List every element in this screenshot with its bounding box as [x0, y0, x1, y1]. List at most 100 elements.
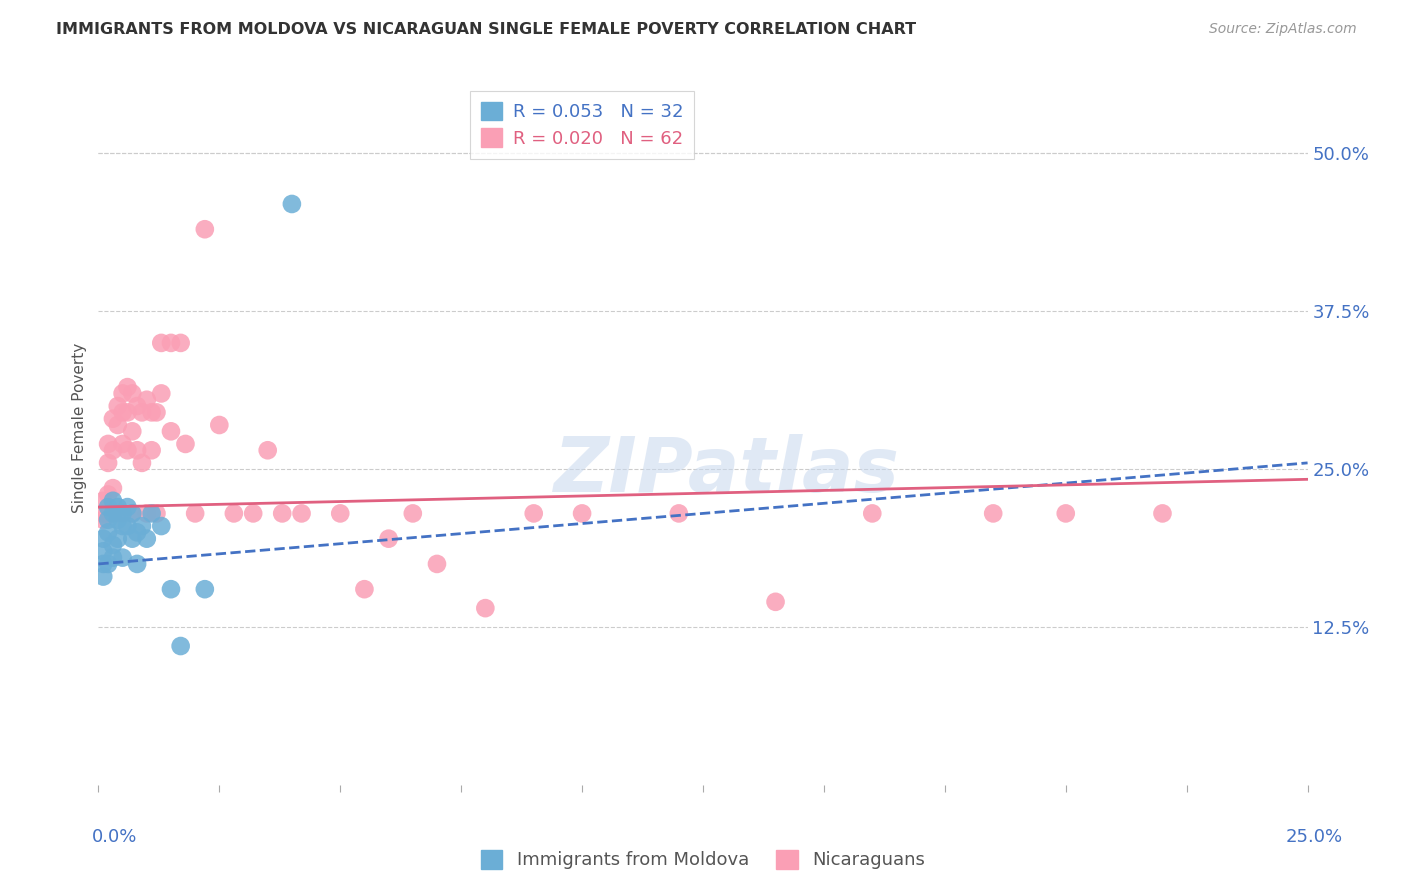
Point [131, 519, 153, 533]
Point [121, 532, 143, 546]
Point [281, 197, 304, 211]
Point [101, 443, 124, 458]
Point [150, 386, 173, 401]
Point [127, 443, 149, 458]
Point [121, 507, 143, 521]
Point [169, 335, 191, 350]
Point [111, 386, 134, 401]
Point [107, 532, 129, 546]
Point [91, 507, 114, 521]
Point [131, 405, 153, 419]
Point [256, 443, 278, 458]
Text: 25.0%: 25.0% [1285, 828, 1343, 846]
Point [97, 507, 120, 521]
Point [111, 507, 134, 521]
Point [101, 550, 124, 565]
Point [111, 550, 134, 565]
Point [194, 222, 217, 236]
Point [141, 443, 163, 458]
Point [127, 525, 149, 540]
Point [523, 507, 546, 521]
Point [97, 437, 120, 451]
Point [668, 507, 690, 521]
Text: 0.0%: 0.0% [91, 828, 136, 846]
Point [107, 399, 129, 413]
Point [208, 417, 231, 432]
Point [474, 601, 496, 615]
Point [111, 519, 134, 533]
Point [127, 399, 149, 413]
Point [101, 481, 124, 495]
Point [402, 507, 425, 521]
Point [1152, 507, 1174, 521]
Point [160, 425, 183, 439]
Point [131, 456, 153, 470]
Point [91, 532, 114, 546]
Point [101, 507, 124, 521]
Point [107, 500, 129, 514]
Point [135, 532, 157, 546]
Text: Source: ZipAtlas.com: Source: ZipAtlas.com [1209, 22, 1357, 37]
Point [329, 507, 352, 521]
Point [290, 507, 312, 521]
Y-axis label: Single Female Poverty: Single Female Poverty [72, 343, 87, 513]
Point [860, 507, 883, 521]
Point [121, 386, 143, 401]
Point [222, 507, 245, 521]
Point [981, 507, 1004, 521]
Point [101, 507, 124, 521]
Point [111, 405, 134, 419]
Point [91, 557, 114, 571]
Text: ZIPatlas: ZIPatlas [554, 434, 900, 508]
Point [194, 582, 217, 597]
Point [169, 639, 191, 653]
Point [160, 335, 183, 350]
Point [765, 595, 787, 609]
Text: IMMIGRANTS FROM MOLDOVA VS NICARAGUAN SINGLE FEMALE POVERTY CORRELATION CHART: IMMIGRANTS FROM MOLDOVA VS NICARAGUAN SI… [56, 22, 917, 37]
Point [426, 557, 449, 571]
Point [141, 405, 163, 419]
Point [101, 411, 124, 425]
Point [121, 507, 143, 521]
Legend: Immigrants from Moldova, Nicaraguans: Immigrants from Moldova, Nicaraguans [472, 841, 934, 879]
Point [174, 437, 197, 451]
Point [91, 569, 114, 583]
Point [145, 507, 167, 521]
Legend: R = 0.053   N = 32, R = 0.020   N = 62: R = 0.053 N = 32, R = 0.020 N = 62 [470, 91, 695, 159]
Point [117, 519, 139, 533]
Point [117, 443, 139, 458]
Point [91, 513, 114, 527]
Point [145, 405, 167, 419]
Point [117, 500, 139, 514]
Point [242, 507, 264, 521]
Point [97, 456, 120, 470]
Point [1054, 507, 1077, 521]
Point [117, 380, 139, 394]
Point [97, 500, 120, 514]
Point [107, 507, 129, 521]
Point [353, 582, 375, 597]
Point [121, 425, 143, 439]
Point [101, 538, 124, 552]
Point [135, 392, 157, 407]
Point [107, 513, 129, 527]
Point [97, 557, 120, 571]
Point [117, 405, 139, 419]
Point [184, 507, 207, 521]
Point [150, 519, 173, 533]
Point [111, 437, 134, 451]
Point [101, 493, 124, 508]
Point [91, 544, 114, 558]
Point [127, 557, 149, 571]
Point [97, 513, 120, 527]
Point [111, 507, 134, 521]
Point [97, 525, 120, 540]
Point [377, 532, 399, 546]
Point [571, 507, 593, 521]
Point [160, 582, 183, 597]
Point [135, 507, 157, 521]
Point [271, 507, 294, 521]
Point [91, 493, 114, 508]
Point [150, 335, 173, 350]
Point [107, 417, 129, 432]
